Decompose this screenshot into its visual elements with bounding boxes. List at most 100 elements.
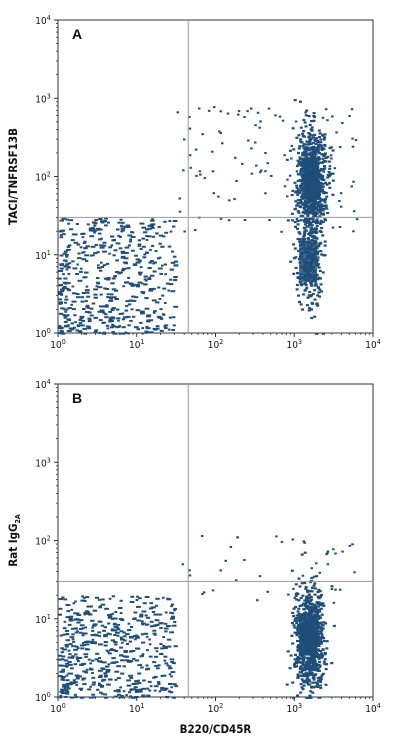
event-dot (303, 154, 306, 157)
event-dot (81, 634, 85, 637)
event-dot (126, 684, 132, 687)
event-dot (300, 686, 304, 689)
event-dot (235, 180, 238, 182)
event-dot (266, 162, 269, 165)
event-dot (296, 659, 300, 662)
event-dot (88, 319, 92, 321)
event-dot (293, 631, 297, 634)
event-dot (296, 237, 300, 241)
event-dot (313, 133, 317, 136)
event-dot (217, 195, 220, 198)
event-dot (299, 199, 303, 202)
event-dot (330, 588, 334, 590)
event-dot (145, 325, 149, 328)
event-dot (152, 328, 158, 330)
event-dot (294, 191, 298, 194)
event-dot (82, 242, 87, 244)
event-dot (316, 202, 320, 205)
event-dot (58, 654, 63, 657)
event-dot (183, 230, 186, 233)
event-dot (311, 302, 315, 305)
event-dot (317, 245, 321, 248)
event-dot (305, 109, 309, 112)
event-dot (295, 658, 299, 661)
event-dot (173, 609, 176, 612)
event-dot (339, 205, 343, 208)
event-dot (317, 657, 321, 660)
event-dot (156, 681, 161, 684)
event-dot (297, 231, 301, 234)
event-dot (321, 175, 325, 178)
event-dot (85, 610, 89, 613)
event-dot (303, 599, 307, 602)
event-dot (171, 250, 175, 253)
event-dot (173, 260, 179, 263)
event-dot (173, 278, 178, 281)
event-dot (154, 655, 159, 658)
event-dot (86, 304, 90, 307)
event-dot (73, 663, 78, 666)
event-dot (121, 252, 125, 254)
event-dot (297, 657, 301, 660)
event-dot (119, 618, 124, 620)
event-dot (286, 195, 289, 198)
event-dot (142, 602, 147, 605)
event-dot (316, 253, 320, 256)
event-dot (324, 108, 328, 111)
event-dot (318, 181, 322, 184)
event-dot (155, 650, 159, 653)
event-dot (116, 228, 120, 231)
event-dot (81, 292, 86, 294)
event-dot (170, 261, 176, 264)
event-dot (144, 307, 150, 310)
event-dot (104, 224, 108, 227)
event-dot (91, 629, 95, 632)
event-dot (303, 541, 306, 544)
event-dot (178, 197, 181, 200)
event-dot (136, 285, 141, 288)
event-dot (145, 635, 149, 638)
event-dot (134, 638, 137, 641)
event-dot (319, 145, 323, 148)
x-tick-exponent: 3 (298, 338, 302, 346)
event-dot (162, 596, 165, 599)
event-dot (297, 211, 301, 214)
event-dot (304, 111, 307, 114)
event-dot (105, 288, 110, 290)
event-dot (162, 235, 166, 238)
event-dot (291, 219, 295, 222)
event-dot (308, 223, 311, 227)
event-dot (324, 683, 328, 686)
event-dot (65, 691, 70, 693)
event-dot (169, 658, 175, 661)
event-dot (163, 622, 168, 625)
event-dot (103, 626, 107, 629)
event-dot (299, 126, 303, 129)
event-dot (306, 206, 310, 209)
event-dot (159, 329, 164, 332)
event-dot (58, 664, 63, 667)
event-dot (319, 138, 323, 141)
event-dot (66, 610, 71, 613)
event-dot (129, 676, 134, 679)
event-dot (312, 584, 316, 587)
event-dot (74, 627, 78, 630)
event-dot (298, 585, 302, 588)
x-tick-exponent: 2 (219, 702, 223, 710)
event-dot (60, 651, 65, 654)
event-dot (331, 193, 335, 196)
event-dot (74, 653, 78, 656)
y-axis-title-subscript: 2A (14, 514, 22, 523)
event-dot (145, 327, 151, 330)
event-dot (144, 297, 149, 300)
event-dot (309, 661, 313, 664)
event-dot (144, 596, 150, 598)
event-dot (331, 179, 335, 182)
event-dot (303, 234, 306, 237)
event-dot (170, 603, 175, 606)
event-dot (158, 613, 163, 616)
event-dot (308, 137, 312, 140)
event-dot (312, 663, 316, 666)
event-dot (307, 149, 311, 152)
event-dot (81, 627, 85, 630)
